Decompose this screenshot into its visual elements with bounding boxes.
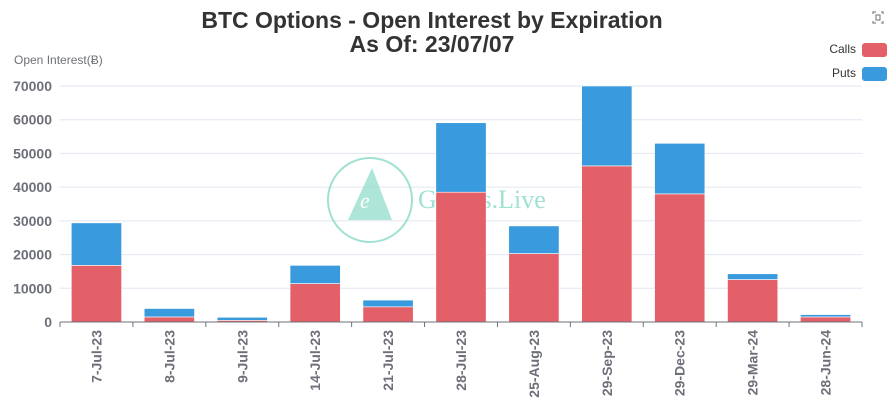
y-tick-label: 10000	[13, 280, 52, 296]
x-tick-label: 21-Jul-23	[380, 330, 396, 391]
bar-calls-10[interactable]	[800, 316, 851, 323]
bar-calls-5[interactable]	[435, 191, 487, 323]
bar-puts-6[interactable]	[508, 225, 560, 254]
bar-calls-7[interactable]	[581, 165, 633, 323]
y-axis: 0 10000 20000 30000 40000 50000 60000 70000	[13, 78, 52, 330]
bar-puts-10[interactable]	[800, 314, 851, 318]
y-tick-label: 20000	[13, 247, 52, 263]
x-tick-label: 29-Dec-23	[672, 330, 688, 396]
bar-puts-1[interactable]	[143, 308, 195, 318]
y-tick-label: 70000	[13, 78, 52, 94]
bar-calls-1[interactable]	[143, 316, 195, 323]
y-axis-label: Open Interest(Ƀ)	[14, 53, 103, 67]
legend-item-calls[interactable]: Calls	[829, 42, 887, 57]
x-axis	[59, 321, 863, 327]
y-tick-label: 50000	[13, 145, 52, 161]
x-tick-label: 29-Mar-24	[745, 330, 761, 396]
bar-calls-0[interactable]	[71, 265, 122, 323]
fullscreen-icon[interactable]	[870, 11, 884, 25]
legend-label-calls: Calls	[829, 42, 856, 56]
x-axis-ticks: 7-Jul-23 8-Jul-23 9-Jul-23 14-Jul-23 21-Jul-…	[88, 330, 833, 398]
y-tick-label: 40000	[13, 179, 52, 195]
legend-item-puts[interactable]: Puts	[832, 66, 887, 81]
legend-swatch-puts	[862, 67, 887, 81]
x-tick-label: 14-Jul-23	[307, 330, 323, 391]
bar-puts-2[interactable]	[216, 316, 268, 321]
bar-puts-4[interactable]	[362, 299, 414, 308]
y-tick-label: 60000	[13, 112, 52, 128]
bar-puts-9[interactable]	[727, 273, 779, 280]
bar-calls-9[interactable]	[727, 279, 779, 323]
bar-calls-6[interactable]	[508, 253, 560, 323]
legend-swatch-calls	[862, 43, 887, 57]
x-tick-label: 7-Jul-23	[88, 330, 104, 383]
y-tick-label: 0	[44, 314, 52, 330]
y-tick-label: 30000	[13, 213, 52, 229]
bars	[71, 85, 851, 323]
x-tick-label: 8-Jul-23	[161, 330, 177, 383]
x-tick-label: 28-Jun-24	[818, 330, 834, 396]
bar-puts-5[interactable]	[435, 122, 487, 193]
chart-title: BTC Options - Open Interest by Expiratio…	[201, 7, 662, 33]
bar-puts-7[interactable]	[581, 85, 633, 167]
bar-calls-8[interactable]	[654, 193, 706, 323]
x-tick-label: 9-Jul-23	[234, 330, 250, 383]
bar-calls-3[interactable]	[289, 283, 341, 323]
x-tick-label: 25-Aug-23	[526, 330, 542, 398]
chart-subtitle: As Of: 23/07/07	[350, 31, 515, 57]
bar-calls-4[interactable]	[362, 306, 414, 323]
bar-puts-3[interactable]	[289, 265, 341, 284]
legend: Calls Puts	[829, 42, 887, 81]
x-tick-label: 29-Sep-23	[599, 330, 615, 396]
watermark-letter: e	[360, 188, 370, 213]
bar-puts-8[interactable]	[654, 143, 706, 195]
x-tick-label: 28-Jul-23	[453, 330, 469, 391]
legend-label-puts: Puts	[832, 66, 856, 80]
bar-puts-0[interactable]	[71, 222, 122, 266]
